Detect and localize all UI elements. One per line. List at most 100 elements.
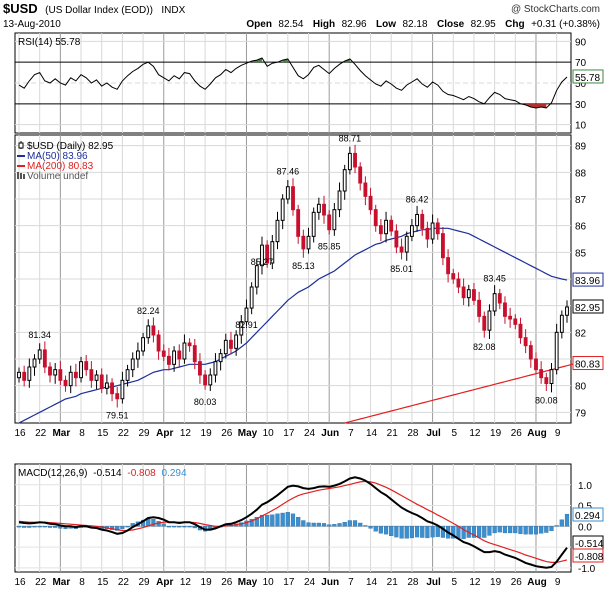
price-candle	[203, 370, 208, 390]
macd-histogram-bar	[182, 526, 187, 528]
candle-body	[208, 374, 213, 386]
candle-body	[48, 366, 52, 376]
x-tick-label: Mar	[52, 428, 70, 439]
price-candle	[104, 374, 109, 395]
price-tick-label: 86	[575, 222, 587, 233]
candle-body	[518, 323, 523, 339]
price-candle	[167, 347, 171, 371]
x-tick-label: 19	[201, 577, 213, 588]
price-candle	[456, 272, 461, 294]
candle-body	[198, 361, 202, 376]
price-candle	[94, 370, 99, 390]
macd-histogram-bar	[296, 517, 301, 527]
price-annotation: 80.08	[535, 396, 558, 406]
candle-body	[249, 286, 254, 309]
price-candle	[223, 333, 228, 359]
ma200-line	[344, 362, 578, 424]
x-tick-label: 16	[14, 577, 26, 588]
x-tick-label: Aug	[527, 577, 546, 588]
price-candle	[565, 300, 569, 323]
macd-histogram-bar	[265, 514, 270, 527]
price-candle	[260, 236, 264, 275]
macd-line	[18, 476, 568, 569]
macd-histogram-bar	[564, 513, 570, 527]
x-tick-label: 26	[221, 577, 233, 588]
x-tick-label: 22	[118, 577, 130, 588]
price-candle	[487, 304, 492, 339]
candle-body	[161, 350, 166, 357]
candle-body	[275, 219, 280, 243]
price-candle	[234, 330, 239, 356]
price-candle	[347, 146, 352, 175]
ma50-badge: 83.96	[572, 272, 604, 287]
macd-panel: 1.00.50.0-0.5-1.0 MACD(12,26,9) -0.514 -…	[14, 463, 604, 575]
candle-body	[120, 379, 125, 400]
macd-histogram-bar	[539, 526, 544, 534]
candle-body	[342, 169, 347, 192]
x-tick-label: 10	[263, 577, 275, 588]
x-tick-label: 21	[387, 577, 399, 588]
x-tick-label: 17	[283, 577, 295, 588]
price-candle	[84, 355, 89, 376]
x-tick-label: 26	[221, 428, 233, 439]
chart-header: $USD (US Dollar Index (EOD)) INDX 13-Aug…	[3, 1, 600, 30]
chg-label: Chg	[505, 19, 524, 30]
candle-body	[368, 195, 373, 211]
macd-histogram-bar	[259, 514, 265, 527]
candle-body	[456, 278, 461, 288]
x-tick-label: 7	[348, 428, 354, 439]
candle-body	[296, 209, 301, 237]
candle-icon	[18, 141, 24, 149]
price-candle	[518, 317, 523, 344]
ma50-badge-value: 83.96	[575, 276, 600, 287]
x-tick-label: 29	[139, 577, 151, 588]
x-tick-label: Apr	[156, 577, 173, 588]
macd-histogram-bar	[321, 523, 327, 527]
macd-histogram-bar	[187, 526, 192, 528]
price-candle	[192, 339, 197, 370]
price-candle	[161, 344, 166, 362]
price-candle	[492, 285, 497, 316]
price-candle	[378, 219, 383, 242]
x-tick-label: 17	[283, 428, 295, 439]
macd-histogram-bar	[249, 519, 254, 527]
price-candle	[549, 363, 554, 393]
candle-body	[182, 342, 187, 360]
price-candle	[415, 205, 419, 232]
price-tick-label: 82	[575, 328, 587, 339]
price-candle	[79, 356, 83, 383]
candle-body	[404, 235, 409, 253]
symbol: $USD	[3, 1, 38, 16]
macd-histogram-bar	[435, 526, 440, 537]
close-badge-box	[572, 299, 604, 314]
price-candle	[322, 195, 326, 224]
candle-body	[79, 361, 83, 379]
candle-body	[280, 198, 285, 221]
price-candle	[285, 180, 290, 204]
price-candle	[363, 176, 368, 206]
price-candle	[477, 291, 482, 323]
candle-body	[254, 265, 259, 288]
macd-histogram-bar	[544, 526, 549, 533]
x-tick-label: Mar	[52, 577, 70, 588]
price-annotation: 80.03	[194, 397, 217, 407]
x-tick-label: 10	[263, 428, 275, 439]
macd-histogram-bar	[533, 526, 539, 535]
price-candle	[198, 353, 202, 384]
macd-value-badge: -0.514	[572, 535, 604, 550]
candle-body	[37, 349, 42, 360]
price-candle	[554, 323, 559, 375]
price-tick-label: 89	[575, 142, 587, 153]
candle-body	[415, 213, 419, 227]
price-candle	[368, 187, 373, 215]
price-candle	[141, 332, 145, 356]
price-candle	[270, 235, 275, 270]
candle-body	[316, 203, 321, 213]
macd-histogram-bar	[115, 526, 120, 531]
candle-body	[347, 152, 352, 171]
close-badge-value: 82.95	[575, 303, 600, 314]
macd-label-hist: 0.294	[162, 468, 187, 479]
price-candle	[404, 231, 409, 261]
candle-body	[409, 225, 414, 237]
